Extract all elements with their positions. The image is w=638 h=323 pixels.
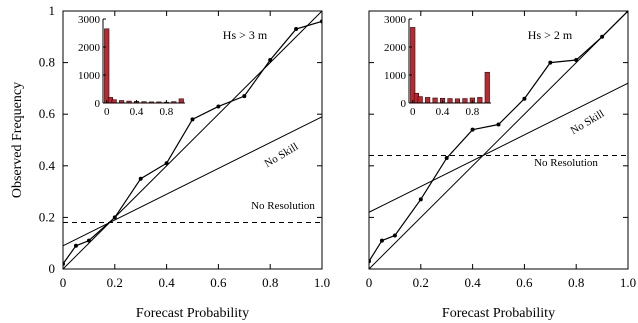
- no-resolution-label: No Resolution: [251, 200, 315, 212]
- plot-area: [369, 11, 628, 269]
- reliability-point: [242, 94, 247, 99]
- reliability-point: [522, 96, 527, 101]
- inset-x-tick-label: 0.8: [159, 106, 173, 118]
- inset-y-tick-label: 2000: [384, 42, 407, 54]
- inset-background: [103, 19, 185, 103]
- plot-area: [63, 11, 322, 269]
- inset-bar: [477, 97, 483, 104]
- reliability-point: [73, 243, 78, 248]
- inset-y-tick-label: 2000: [78, 42, 101, 54]
- no-resolution-label: No Resolution: [534, 157, 598, 169]
- y-tick-label: 1: [49, 3, 56, 18]
- reliability-point: [574, 58, 579, 63]
- reliability-point: [379, 238, 384, 243]
- inset-background: [409, 19, 491, 103]
- y-axis-label: Observed Frequency: [10, 82, 25, 198]
- inset-bar: [432, 97, 438, 104]
- inset-y-tick-label: 0: [95, 98, 101, 110]
- inset-bar: [447, 98, 453, 104]
- inset-y-tick-label: 1000: [78, 70, 101, 82]
- inset-x-tick-label: 0.4: [130, 106, 144, 118]
- x-tick-label: 0.2: [107, 275, 123, 290]
- reliability-point: [444, 156, 449, 161]
- plot-frame: [368, 10, 629, 270]
- no-skill-line: [369, 82, 628, 213]
- reliability-point: [112, 215, 117, 220]
- x-tick-label: 0: [366, 275, 373, 290]
- x-tick-label: 0.8: [262, 275, 278, 290]
- inset-histogram: 0 1000 2000 3000 0 0.4 0.8: [384, 14, 491, 118]
- reliability-curve: [369, 11, 628, 262]
- x-tick-label: 1.0: [620, 275, 636, 290]
- y-tick-label: 0.2: [39, 209, 55, 224]
- x-axis-label: Forecast Probability: [136, 306, 249, 321]
- inset-bar: [462, 98, 468, 104]
- x-tick-label: 0.6: [210, 275, 227, 290]
- x-tick-label: 0.2: [413, 275, 429, 290]
- inset-bar: [111, 99, 117, 104]
- reliability-point: [268, 58, 273, 63]
- reliability-curve: [63, 20, 322, 265]
- perfect-reliability-line: [369, 11, 628, 269]
- no-skill-line: [63, 116, 322, 247]
- x-tick-label: 0: [60, 275, 67, 290]
- x-axis-label: Forecast Probability: [442, 306, 555, 321]
- reliability-point: [470, 127, 475, 132]
- reliability-point: [392, 233, 397, 238]
- reliability-point: [548, 60, 553, 65]
- inset-bar: [104, 28, 110, 104]
- inset-histogram: 0 1000 2000 3000 0 0.4 0.8: [78, 14, 185, 118]
- reliability-point: [190, 117, 195, 122]
- reliability-point: [320, 19, 322, 24]
- inset-x-tick-label: 0: [410, 106, 416, 118]
- inset-y-tick-label: 0: [401, 98, 407, 110]
- x-tick-label: 1.0: [314, 275, 330, 290]
- perfect-reliability-line: [63, 11, 322, 269]
- y-tick-label: 0.6: [39, 106, 56, 121]
- inset-x-tick-label: 0: [104, 106, 110, 118]
- reliability-point: [418, 197, 423, 202]
- no-skill-label: No Skill: [263, 141, 301, 170]
- inset-x-tick-label: 0.4: [436, 106, 450, 118]
- x-tick-label: 0.8: [568, 275, 584, 290]
- y-tick-label: 0: [49, 261, 56, 276]
- threshold-label: Hs > 3 m: [223, 28, 268, 42]
- reliability-point: [164, 161, 169, 166]
- chart-panel-1: 0 0.2 0.4 0.6 0.8 1.0 0 0.2 0.4 0.6 0.8 1 Forecast P…: [10, 3, 330, 321]
- inset-bar: [417, 96, 423, 104]
- x-tick-label: 0.4: [464, 275, 481, 290]
- x-tick-label: 0.4: [158, 275, 175, 290]
- reliability-point: [369, 259, 371, 264]
- inset-y-tick-label: 1000: [384, 70, 407, 82]
- inset-x-tick-label: 0.8: [465, 106, 479, 118]
- reliability-point: [626, 11, 628, 13]
- inset-bar: [410, 27, 416, 104]
- inset-bar: [178, 98, 184, 104]
- reliability-point: [600, 34, 605, 39]
- x-tick-label: 0.6: [516, 275, 533, 290]
- reliability-point: [496, 122, 501, 127]
- plot-frame: [62, 10, 323, 270]
- reliability-point: [216, 104, 221, 109]
- reliability-point: [138, 176, 143, 181]
- chart-panel-2: 0 0.2 0.4 0.6 0.8 1.0 Forecast Probability No S…: [366, 10, 636, 321]
- threshold-label: Hs > 2 m: [528, 28, 573, 42]
- reliability-point: [63, 261, 65, 266]
- inset-y-tick-label: 3000: [78, 14, 101, 26]
- inset-y-tick-label: 3000: [384, 14, 407, 26]
- reliability-point: [294, 27, 299, 32]
- inset-bar: [425, 97, 431, 104]
- no-skill-label: No Skill: [569, 108, 607, 137]
- y-tick-label: 0.8: [39, 55, 55, 70]
- y-tick-label: 0.4: [39, 158, 56, 173]
- inset-bar: [484, 71, 490, 104]
- inset-bar: [454, 98, 461, 104]
- reliability-point: [86, 238, 91, 243]
